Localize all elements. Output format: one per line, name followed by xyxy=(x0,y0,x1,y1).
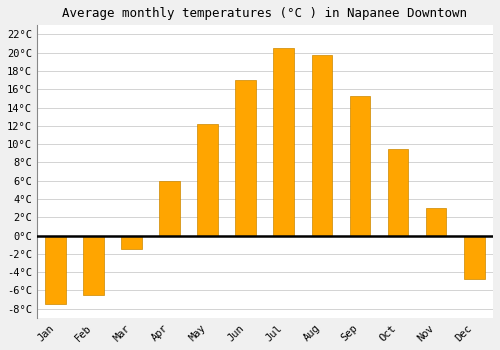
Bar xyxy=(312,55,332,236)
Bar xyxy=(46,236,66,304)
Bar xyxy=(464,236,484,279)
Bar xyxy=(198,124,218,236)
Bar xyxy=(388,149,408,236)
Bar xyxy=(84,236,104,295)
Bar xyxy=(274,48,294,236)
Bar xyxy=(122,236,142,249)
Bar xyxy=(426,208,446,236)
Bar xyxy=(160,181,180,236)
Bar xyxy=(236,80,256,236)
Bar xyxy=(350,96,370,236)
Title: Average monthly temperatures (°C ) in Napanee Downtown: Average monthly temperatures (°C ) in Na… xyxy=(62,7,468,20)
